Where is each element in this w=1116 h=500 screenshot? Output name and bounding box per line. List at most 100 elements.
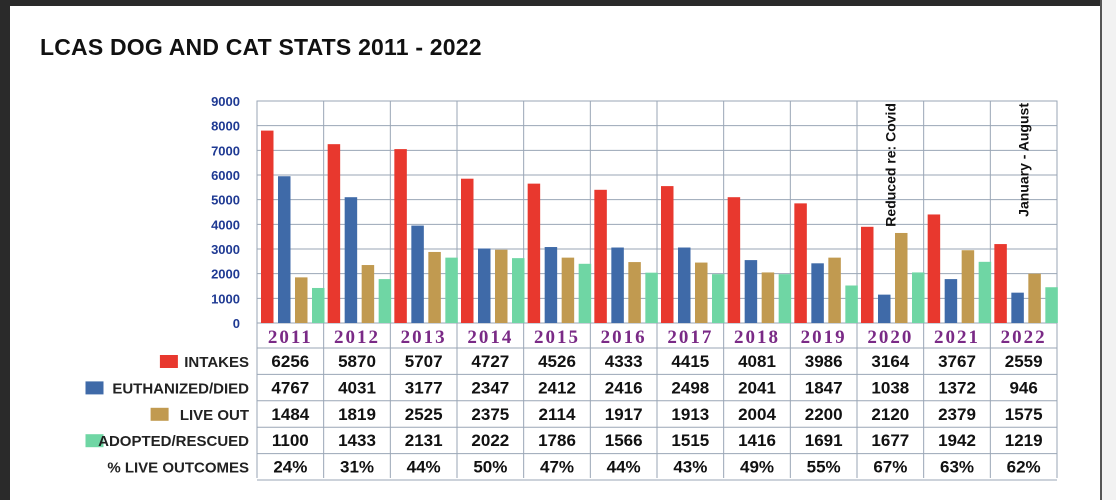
x-category-label: 2016 [601,327,647,348]
legend-swatch [85,381,104,395]
x-category-label: 2022 [1001,327,1047,348]
table-cell: 2114 [539,405,576,424]
table-cell: 4415 [671,352,709,371]
bar [544,247,558,323]
bar [961,250,975,323]
table-cell: 1913 [671,405,709,424]
bar [428,251,441,323]
table-cell: 62% [1007,458,1041,477]
table-cell: 1917 [605,405,643,424]
table-row-label: LIVE OUT [180,407,249,424]
table-row-label: % LIVE OUTCOMES [107,460,249,477]
bar [611,247,624,323]
chart-title: LCAS DOG AND CAT STATS 2011 - 2022 [40,34,482,60]
table-row-label: ADOPTED/RESCUED [98,433,249,450]
table-cell: 2004 [738,405,776,424]
bar [1011,292,1024,323]
x-category-label: 2012 [334,327,380,348]
table-cell: 3767 [938,352,976,371]
x-category-label: 2011 [268,327,313,348]
table-cell: 49% [740,458,774,477]
table-cell: 1575 [1005,405,1043,424]
legend-swatch [150,407,169,421]
table-cell: 2022 [471,431,509,450]
bar [327,144,341,323]
table-cell: 4767 [271,378,309,397]
table-cell: 2379 [938,405,976,424]
bar [1028,273,1041,323]
table-cell: 4727 [471,352,509,371]
table-cell: 1677 [871,431,909,450]
x-category-label: 2021 [934,327,980,348]
table-cell: 2525 [405,405,443,424]
table-cell: 2559 [1005,352,1043,371]
bar [628,262,641,323]
x-category-label: 2013 [401,327,447,348]
bar [394,149,407,323]
bar [994,244,1007,323]
bar [661,186,674,323]
table-cell: 4526 [538,352,576,371]
bar [678,247,691,323]
y-tick-label: 5000 [211,193,240,208]
table-cell: 1566 [605,431,643,450]
x-category-label: 2017 [667,327,713,348]
bar [378,279,392,323]
y-tick-label: 9000 [211,94,240,109]
table-cell: 2498 [671,378,709,397]
table-cell: 1484 [271,405,309,424]
y-tick-label: 3000 [211,242,240,257]
bar [512,258,525,323]
table-cell: 1038 [871,378,909,397]
table-cell: 47% [540,458,574,477]
bar [361,265,375,323]
bar [261,130,274,323]
table-cell: 2041 [738,378,776,397]
table-cell: 3986 [805,352,843,371]
table-cell: 2200 [805,405,843,424]
table-cell: 24% [273,458,307,477]
table-cell: 1786 [538,431,576,450]
bar [861,226,874,323]
table-cell: 63% [940,458,974,477]
bar [1045,287,1058,323]
table-cell: 1942 [938,431,976,450]
table-cell: 1433 [338,431,376,450]
x-category-label: 2018 [734,327,780,348]
table-cell: 3177 [405,378,443,397]
y-tick-label: 0 [233,316,240,331]
bar [712,274,725,323]
table-cell: 4031 [338,378,376,397]
table-row-label: EUTHANIZED/DIED [112,380,249,397]
y-tick-label: 7000 [211,143,240,158]
table-cell: 44% [607,458,641,477]
bar [744,260,758,323]
table-cell: 2120 [871,405,909,424]
table-cell: 2375 [471,405,509,424]
legend-swatch [85,434,104,448]
table-cell: 1847 [805,378,843,397]
bar [312,287,325,323]
table-cell: 2131 [405,431,443,450]
bar [445,257,458,323]
bar [695,262,708,323]
bar [495,249,508,323]
chart-annotation: January - August [1016,103,1032,217]
bar [944,279,958,323]
bar [278,176,291,323]
table-row-label: INTAKES [184,354,249,371]
bar [727,197,741,323]
bar [811,263,824,323]
bar [845,285,858,323]
bar [761,272,775,323]
table-cell: 43% [673,458,707,477]
bar [527,183,541,323]
table-cell: 2412 [538,378,576,397]
x-category-label: 2019 [801,327,847,348]
table-cell: 1100 [272,431,309,450]
table-cell: 1691 [805,431,843,450]
bar [295,277,308,323]
table-cell: 2347 [471,378,509,397]
table-cell: 946 [1009,378,1037,397]
bar [878,294,891,323]
